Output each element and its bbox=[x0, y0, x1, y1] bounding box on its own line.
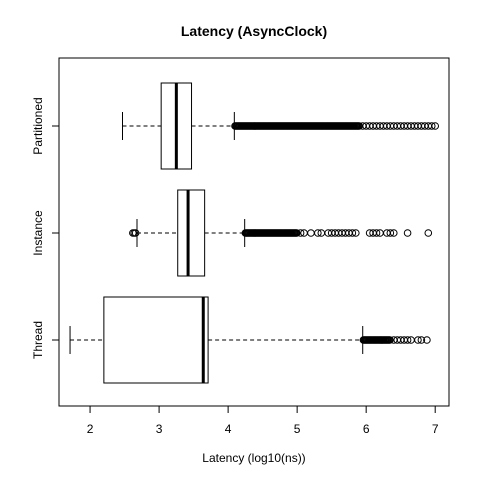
outlier-point bbox=[403, 336, 412, 344]
outlier-point bbox=[131, 229, 140, 237]
boxes bbox=[69, 82, 439, 384]
outlier-point bbox=[431, 122, 439, 130]
y-tick-label: Partitioned bbox=[31, 97, 45, 154]
outlier-point bbox=[372, 229, 381, 237]
x-tick-label: 5 bbox=[294, 422, 301, 436]
outlier-point bbox=[417, 336, 426, 344]
y-axis: Partitioned Instance Thread bbox=[31, 97, 60, 359]
outlier-point bbox=[424, 229, 433, 237]
iqr-box bbox=[177, 189, 206, 277]
chart-title: Latency (AsyncClock) bbox=[181, 23, 327, 39]
y-tick-label: Instance bbox=[31, 210, 45, 256]
x-axis-label: Latency (log10(ns)) bbox=[202, 451, 305, 465]
box-instance bbox=[129, 189, 433, 277]
outlier-point bbox=[386, 336, 394, 344]
outlier-point bbox=[296, 229, 305, 237]
outlier-point bbox=[403, 229, 412, 237]
x-tick-label: 7 bbox=[432, 422, 439, 436]
outlier-point bbox=[389, 229, 398, 237]
x-tick-label: 6 bbox=[363, 422, 370, 436]
box-thread bbox=[69, 296, 431, 384]
outlier-point bbox=[427, 122, 436, 130]
outlier-point bbox=[348, 229, 357, 237]
outlier-point bbox=[352, 229, 360, 237]
outlier-point bbox=[414, 336, 422, 344]
x-tick-label: 2 bbox=[87, 422, 94, 436]
x-tick-label: 3 bbox=[156, 422, 163, 436]
box-partitioned bbox=[122, 82, 439, 170]
x-tick-label: 4 bbox=[225, 422, 232, 436]
outlier-point bbox=[386, 229, 395, 237]
outlier-point bbox=[314, 229, 322, 237]
iqr-box bbox=[103, 296, 209, 384]
outlier-point bbox=[423, 336, 431, 344]
x-axis: 2 3 4 5 6 7 bbox=[87, 405, 439, 436]
y-tick-label: Thread bbox=[31, 321, 45, 359]
outlier-point bbox=[292, 229, 301, 237]
